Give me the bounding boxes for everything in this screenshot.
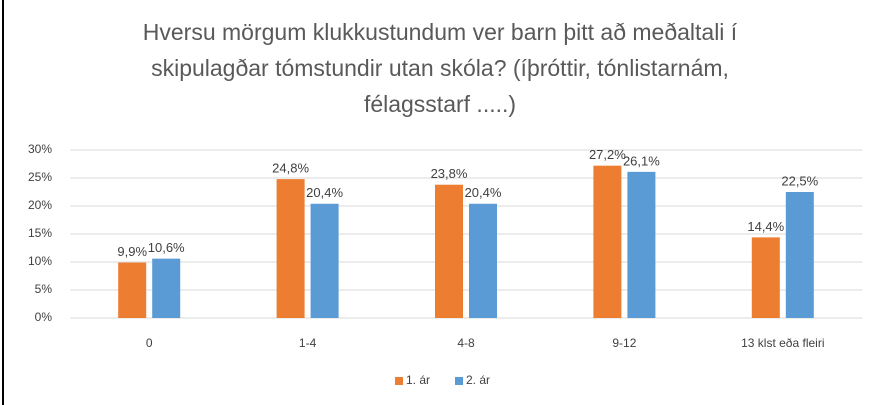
y-tick-label: 0% — [35, 310, 53, 324]
legend-swatch — [395, 377, 403, 385]
chart-title: Hversu mörgum klukkustundum ver barn þit… — [142, 19, 738, 117]
bar — [276, 179, 305, 318]
y-tick-label: 25% — [28, 170, 52, 184]
bar — [310, 203, 339, 318]
bar — [785, 192, 814, 318]
x-tick-label: 0 — [146, 336, 153, 350]
data-label: 20,4% — [306, 185, 343, 200]
data-label: 26,1% — [623, 153, 660, 168]
data-label: 10,6% — [148, 240, 185, 255]
data-label: 20,4% — [465, 185, 502, 200]
x-tick-label: 4-8 — [457, 336, 475, 350]
bar — [469, 203, 497, 318]
y-tick-label: 15% — [28, 226, 52, 240]
legend-label: 1. ár — [406, 373, 430, 387]
bar — [435, 184, 463, 318]
x-tick-label: 1-4 — [299, 336, 317, 350]
bar — [627, 171, 656, 318]
x-tick-label: 13 klst eða fleiri — [741, 336, 824, 350]
data-label: 27,2% — [589, 147, 626, 162]
bar — [751, 237, 780, 318]
bar — [593, 165, 622, 318]
y-tick-label: 5% — [35, 282, 53, 296]
y-tick-label: 30% — [28, 142, 52, 156]
x-tick-label: 9-12 — [612, 336, 636, 350]
data-label: 22,5% — [781, 173, 818, 188]
bar — [118, 262, 147, 318]
y-tick-label: 20% — [28, 198, 52, 212]
data-label: 24,8% — [272, 161, 309, 176]
bar — [152, 258, 181, 318]
data-label: 9,9% — [117, 244, 147, 259]
data-label: 23,8% — [431, 166, 468, 181]
y-tick-label: 10% — [28, 254, 52, 268]
data-label: 14,4% — [747, 219, 784, 234]
legend-label: 2. ár — [466, 373, 490, 387]
legend-swatch — [455, 377, 463, 385]
